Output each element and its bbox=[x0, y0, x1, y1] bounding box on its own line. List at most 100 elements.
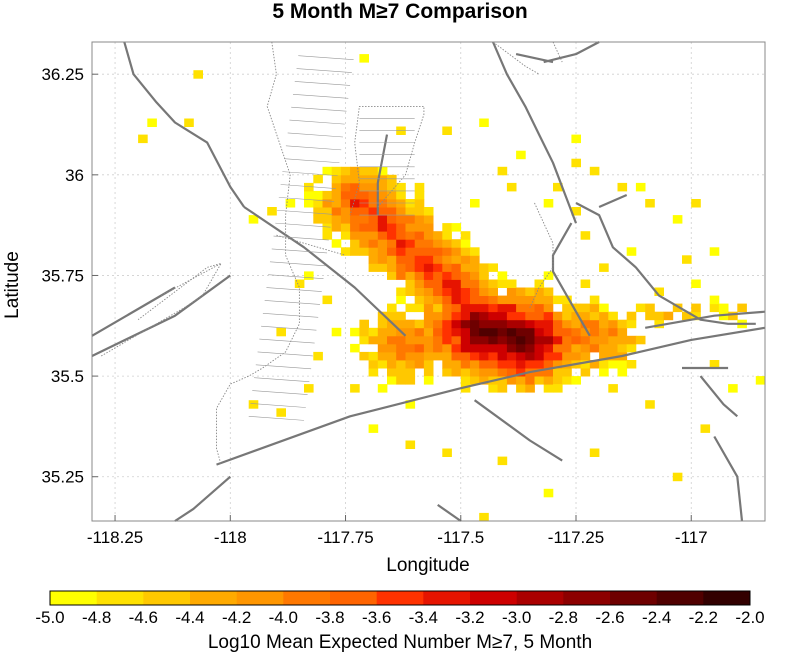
heatmap-cell bbox=[460, 247, 471, 256]
heatmap-cell bbox=[405, 247, 416, 256]
heatmap-cell bbox=[322, 207, 333, 216]
heatmap-cell bbox=[423, 343, 434, 353]
heatmap-cell bbox=[534, 360, 545, 369]
fault-outline bbox=[100, 262, 223, 357]
heatmap-cell bbox=[534, 279, 545, 288]
x-axis-title: Longitude bbox=[386, 555, 469, 576]
heatmap-cell bbox=[506, 182, 517, 192]
heatmap-cell bbox=[359, 54, 369, 63]
heatmap-cell bbox=[580, 335, 591, 345]
heatmap-cell bbox=[672, 215, 683, 224]
fault-hatch bbox=[250, 403, 306, 408]
heatmap-cell bbox=[442, 263, 452, 272]
fault-line bbox=[645, 310, 766, 329]
x-axis-ticks: -118.25 -118 -117.75 -117.5 -117.25 -117 bbox=[87, 515, 708, 547]
heatmap-cell bbox=[350, 223, 360, 232]
heatmap-cell bbox=[442, 239, 452, 248]
heatmap-cell bbox=[396, 190, 406, 200]
heatmap-cell bbox=[423, 247, 434, 256]
colorbar-label: Log10 Mean Expected Number M≥7, 5 Month bbox=[207, 632, 593, 653]
heatmap-cell bbox=[340, 182, 351, 192]
heatmap-cell bbox=[470, 335, 480, 345]
heatmap-cell bbox=[534, 343, 545, 353]
heatmap-cell bbox=[571, 311, 581, 321]
heatmap-cell bbox=[451, 239, 462, 248]
heatmap-cell bbox=[580, 360, 591, 369]
y-tick-label: 35.25 bbox=[41, 468, 84, 487]
heatmap-cell bbox=[497, 295, 508, 305]
heatmap-cell bbox=[617, 335, 628, 345]
heatmap-cell bbox=[543, 287, 554, 296]
heatmap-cell bbox=[553, 311, 563, 321]
heatmap-cell bbox=[460, 384, 471, 393]
heatmap-cell bbox=[580, 279, 591, 288]
fault-hatch bbox=[259, 338, 315, 344]
fault-line bbox=[91, 274, 231, 357]
heatmap-cell bbox=[433, 319, 443, 329]
fault-line bbox=[123, 41, 246, 208]
heatmap-cell bbox=[387, 303, 397, 313]
heatmap-cell bbox=[562, 335, 572, 345]
heatmap-cell bbox=[350, 199, 360, 208]
fault-hatch bbox=[280, 184, 336, 189]
heatmap-cell bbox=[377, 190, 388, 200]
heatmap-cell bbox=[553, 343, 563, 353]
heatmap-cell bbox=[368, 351, 379, 361]
heatmap-cell bbox=[543, 295, 554, 305]
heatmap-cell bbox=[442, 126, 452, 135]
colorbar-tick-label: -4.4 bbox=[175, 608, 204, 627]
heatmap-cell bbox=[368, 247, 379, 256]
heatmap-cell bbox=[423, 239, 434, 248]
heatmap-cell bbox=[433, 335, 443, 345]
heatmap-cell bbox=[340, 215, 351, 224]
heatmap-cell bbox=[497, 303, 508, 313]
heatmap-cell bbox=[470, 271, 480, 280]
x-tick-label: -117 bbox=[675, 528, 708, 547]
heatmap-cell bbox=[534, 351, 545, 361]
heatmap-cell bbox=[479, 303, 489, 313]
fault-outline bbox=[492, 41, 540, 75]
heatmap-cell bbox=[599, 263, 609, 272]
heatmap-cell bbox=[525, 376, 535, 385]
heatmap-cell bbox=[488, 303, 498, 313]
fault-hatch bbox=[271, 248, 328, 254]
heatmap-cell bbox=[442, 303, 452, 313]
heatmap-cell bbox=[479, 343, 489, 353]
heatmap-cell bbox=[442, 295, 452, 305]
heatmap-cell bbox=[516, 376, 526, 385]
heatmap-cell bbox=[322, 295, 333, 305]
colorbar-tick-label: -4.0 bbox=[269, 608, 298, 627]
heatmap-cell bbox=[562, 343, 572, 353]
heatmap-cell bbox=[359, 182, 369, 192]
heatmap-cell bbox=[516, 335, 526, 345]
heatmap-cell bbox=[691, 303, 701, 313]
heatmap-cell bbox=[580, 368, 591, 377]
heatmap-cells bbox=[138, 54, 766, 522]
heatmap-cell bbox=[368, 207, 379, 216]
heatmap-cell bbox=[359, 335, 369, 345]
heatmap-cell bbox=[543, 384, 554, 393]
fault-hatch bbox=[284, 158, 340, 164]
heatmap-cell bbox=[451, 351, 462, 361]
heatmap-cell bbox=[497, 360, 508, 369]
colorbar-segment bbox=[423, 591, 471, 605]
heatmap-cell bbox=[414, 303, 425, 313]
heatmap-cell bbox=[497, 279, 508, 288]
heatmap-cell bbox=[405, 319, 416, 329]
heatmap-cell bbox=[396, 247, 406, 256]
x-tick-label: -118 bbox=[214, 528, 247, 547]
heatmap-cell bbox=[534, 287, 545, 296]
heatmap-cell bbox=[396, 319, 406, 329]
heatmap-cell bbox=[433, 343, 443, 353]
heatmap-cell bbox=[516, 360, 526, 369]
heatmap-cell bbox=[396, 295, 406, 305]
heatmap-cell bbox=[488, 319, 498, 329]
heatmap-cell bbox=[442, 247, 452, 256]
colorbar-segment bbox=[563, 591, 611, 605]
heatmap-cell bbox=[534, 303, 545, 313]
heatmap-cell bbox=[645, 199, 655, 208]
fault-hatch bbox=[248, 416, 305, 421]
heatmap-cell bbox=[377, 247, 388, 256]
heatmap-cell bbox=[368, 190, 379, 200]
heatmap-cell bbox=[497, 166, 508, 176]
